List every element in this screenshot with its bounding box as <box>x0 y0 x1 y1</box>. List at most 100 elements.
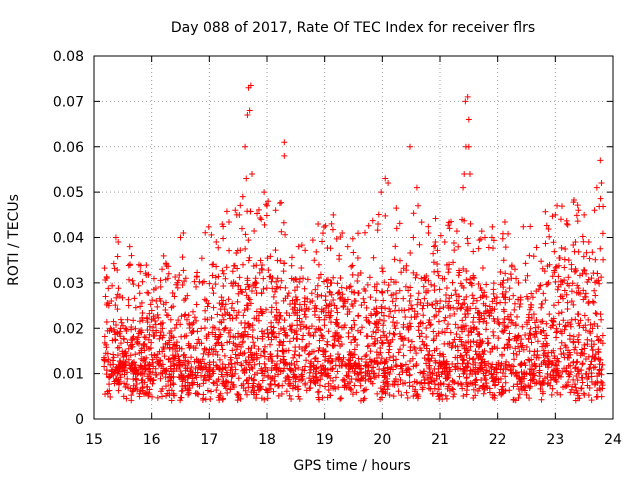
data-point <box>490 315 497 322</box>
data-point <box>154 303 161 310</box>
data-point <box>570 301 577 308</box>
data-point <box>220 316 227 323</box>
data-point <box>220 235 227 242</box>
data-point <box>219 312 226 319</box>
data-point <box>443 395 450 402</box>
data-point <box>265 267 272 274</box>
data-point <box>275 371 282 378</box>
y-tick-label: 0.05 <box>53 185 84 201</box>
data-point <box>516 303 523 310</box>
data-point <box>154 311 161 318</box>
data-point <box>599 385 606 392</box>
data-point <box>582 293 589 300</box>
data-point <box>269 374 276 381</box>
data-point <box>452 363 459 370</box>
data-point <box>338 324 345 331</box>
data-point <box>201 324 208 331</box>
data-point <box>550 347 557 354</box>
data-point <box>319 230 326 237</box>
data-point <box>341 378 348 385</box>
data-point <box>264 255 271 262</box>
data-point <box>445 374 452 381</box>
data-point <box>348 350 355 357</box>
data-point <box>554 389 561 396</box>
data-point <box>139 278 146 285</box>
data-point <box>450 259 457 266</box>
data-point <box>465 116 472 123</box>
data-point <box>477 284 484 291</box>
data-point <box>412 274 419 281</box>
data-point <box>182 311 189 318</box>
data-point <box>572 384 579 391</box>
data-point <box>354 255 361 262</box>
data-point <box>157 277 164 284</box>
data-point <box>423 273 430 280</box>
data-point <box>272 207 279 214</box>
data-point <box>501 315 508 322</box>
data-point <box>425 223 432 230</box>
data-point <box>315 261 322 268</box>
data-point <box>328 308 335 315</box>
data-point <box>281 139 288 146</box>
data-point <box>372 373 379 380</box>
data-point <box>383 334 390 340</box>
data-point <box>361 299 368 306</box>
data-point <box>298 242 305 249</box>
data-point <box>510 363 517 370</box>
data-point <box>117 325 124 332</box>
data-point <box>295 243 302 250</box>
data-point <box>334 368 341 375</box>
data-point <box>114 253 121 260</box>
data-point <box>411 314 418 321</box>
data-point <box>140 341 147 348</box>
data-point <box>487 349 494 356</box>
data-point <box>575 320 582 327</box>
data-point <box>585 239 592 246</box>
data-point <box>368 368 375 375</box>
data-point <box>247 300 254 307</box>
data-point <box>441 340 448 347</box>
data-point <box>432 215 439 222</box>
data-point <box>477 236 484 243</box>
data-point <box>574 377 581 384</box>
data-point <box>557 345 564 352</box>
data-point <box>354 341 361 348</box>
data-point <box>538 396 545 403</box>
data-point <box>265 355 272 362</box>
data-point <box>435 318 442 325</box>
data-point <box>358 302 365 309</box>
data-point <box>315 325 322 332</box>
data-point <box>483 293 490 300</box>
data-point <box>276 342 283 349</box>
data-point <box>564 299 571 306</box>
data-point <box>436 396 443 403</box>
data-point <box>506 316 513 323</box>
data-point <box>178 394 185 401</box>
data-point <box>420 374 427 381</box>
data-point <box>374 221 381 228</box>
data-point <box>433 375 440 382</box>
data-point <box>142 359 149 366</box>
data-point <box>589 325 596 332</box>
data-point <box>581 350 588 357</box>
data-point <box>233 314 240 321</box>
data-point <box>565 274 572 281</box>
data-point <box>228 280 235 287</box>
data-point <box>403 389 410 396</box>
data-point <box>580 296 587 303</box>
data-point <box>385 282 392 289</box>
data-point <box>110 354 117 361</box>
data-point <box>260 275 267 282</box>
data-point <box>125 302 132 309</box>
data-point <box>251 280 258 287</box>
data-point <box>334 280 341 287</box>
data-point <box>390 314 397 321</box>
data-point <box>273 300 280 307</box>
data-point <box>357 382 364 389</box>
data-point <box>103 318 110 325</box>
data-point <box>319 362 326 369</box>
x-tick-label: 23 <box>546 432 564 448</box>
data-point <box>173 281 180 288</box>
data-point <box>143 262 150 269</box>
